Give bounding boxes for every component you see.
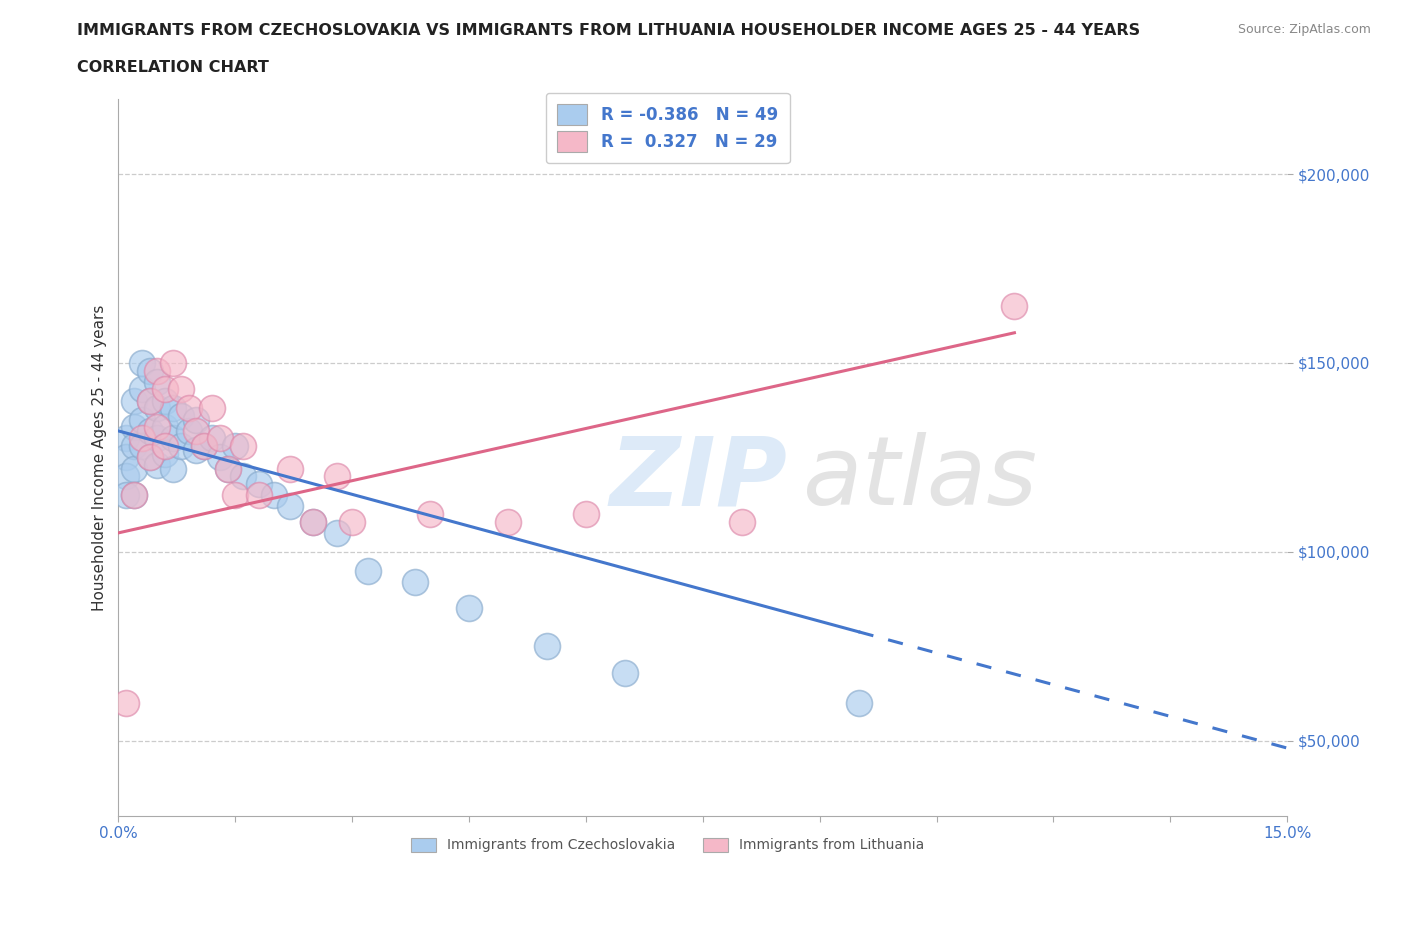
Text: Source: ZipAtlas.com: Source: ZipAtlas.com bbox=[1237, 23, 1371, 36]
Point bbox=[302, 514, 325, 529]
Point bbox=[146, 363, 169, 378]
Point bbox=[193, 439, 215, 454]
Point bbox=[224, 439, 246, 454]
Point bbox=[138, 423, 160, 438]
Text: CORRELATION CHART: CORRELATION CHART bbox=[77, 60, 269, 75]
Point bbox=[131, 382, 153, 397]
Point bbox=[1002, 299, 1025, 313]
Point bbox=[162, 401, 184, 416]
Point bbox=[186, 443, 208, 458]
Point bbox=[162, 355, 184, 370]
Point bbox=[122, 393, 145, 408]
Text: IMMIGRANTS FROM CZECHOSLOVAKIA VS IMMIGRANTS FROM LITHUANIA HOUSEHOLDER INCOME A: IMMIGRANTS FROM CZECHOSLOVAKIA VS IMMIGR… bbox=[77, 23, 1140, 38]
Point bbox=[575, 507, 598, 522]
Point bbox=[217, 461, 239, 476]
Point bbox=[247, 487, 270, 502]
Point bbox=[115, 431, 138, 445]
Text: ZIP: ZIP bbox=[609, 432, 787, 525]
Point bbox=[115, 487, 138, 502]
Point bbox=[458, 601, 481, 616]
Point bbox=[496, 514, 519, 529]
Point bbox=[146, 375, 169, 390]
Text: atlas: atlas bbox=[801, 432, 1038, 525]
Point bbox=[153, 382, 176, 397]
Point bbox=[131, 431, 153, 445]
Point bbox=[186, 423, 208, 438]
Point bbox=[325, 469, 347, 484]
Point bbox=[325, 525, 347, 540]
Point bbox=[115, 696, 138, 711]
Y-axis label: Householder Income Ages 25 - 44 years: Householder Income Ages 25 - 44 years bbox=[93, 304, 107, 611]
Point bbox=[731, 514, 754, 529]
Point bbox=[170, 439, 193, 454]
Point bbox=[170, 382, 193, 397]
Point bbox=[193, 439, 215, 454]
Point bbox=[146, 458, 169, 472]
Point bbox=[278, 499, 301, 514]
Point bbox=[153, 393, 176, 408]
Point bbox=[138, 363, 160, 378]
Point bbox=[177, 423, 200, 438]
Point bbox=[131, 355, 153, 370]
Point bbox=[162, 431, 184, 445]
Point bbox=[122, 439, 145, 454]
Point bbox=[146, 431, 169, 445]
Point bbox=[208, 450, 231, 465]
Point bbox=[131, 439, 153, 454]
Point bbox=[419, 507, 441, 522]
Point bbox=[122, 419, 145, 434]
Point bbox=[247, 476, 270, 491]
Point bbox=[536, 639, 558, 654]
Point bbox=[153, 419, 176, 434]
Point bbox=[153, 439, 176, 454]
Point bbox=[122, 487, 145, 502]
Point bbox=[613, 665, 636, 680]
Point bbox=[201, 401, 224, 416]
Point bbox=[138, 450, 160, 465]
Legend: Immigrants from Czechoslovakia, Immigrants from Lithuania: Immigrants from Czechoslovakia, Immigran… bbox=[404, 830, 931, 859]
Point bbox=[153, 446, 176, 461]
Point bbox=[131, 412, 153, 427]
Point bbox=[848, 696, 870, 711]
Point bbox=[232, 439, 254, 454]
Point bbox=[138, 393, 160, 408]
Point bbox=[208, 431, 231, 445]
Point bbox=[115, 469, 138, 484]
Point bbox=[146, 401, 169, 416]
Point bbox=[201, 431, 224, 445]
Point bbox=[186, 412, 208, 427]
Point bbox=[122, 461, 145, 476]
Point bbox=[263, 487, 285, 502]
Point bbox=[302, 514, 325, 529]
Point bbox=[340, 514, 363, 529]
Point bbox=[177, 401, 200, 416]
Point bbox=[232, 469, 254, 484]
Point bbox=[138, 450, 160, 465]
Point bbox=[404, 575, 426, 590]
Point bbox=[115, 450, 138, 465]
Point bbox=[224, 487, 246, 502]
Point bbox=[278, 461, 301, 476]
Point bbox=[170, 408, 193, 423]
Point bbox=[138, 393, 160, 408]
Point bbox=[146, 419, 169, 434]
Point bbox=[122, 487, 145, 502]
Point bbox=[162, 461, 184, 476]
Point bbox=[357, 564, 380, 578]
Point bbox=[217, 461, 239, 476]
